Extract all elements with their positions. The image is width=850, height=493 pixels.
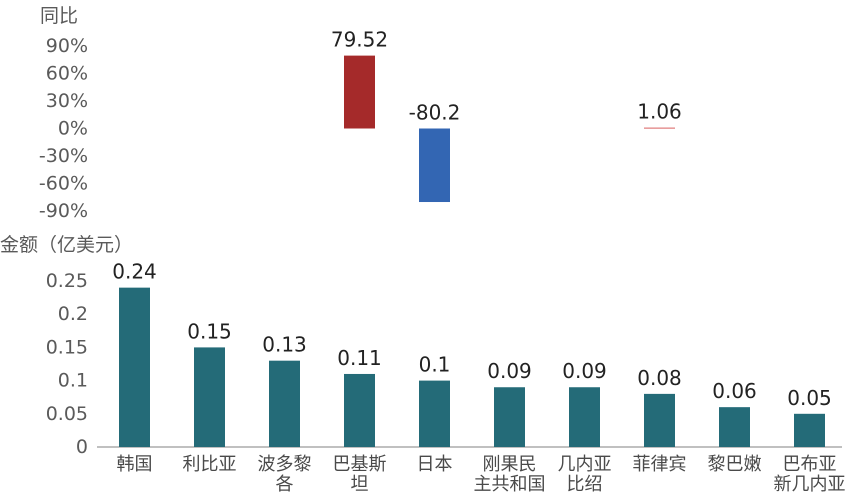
bottom-y-axis: 0.25 0.2 0.15 0.1 0.05 0 — [46, 270, 88, 458]
top-bar — [419, 128, 450, 203]
bottom-bar — [194, 347, 225, 447]
x-category-label: 几内亚比绍 — [558, 454, 612, 493]
top-y-axis: 90% 60% 30% 0% -30% -60% -90% — [39, 35, 88, 222]
bottom-y-tick: 0.2 — [58, 303, 88, 325]
bottom-data-label: 0.08 — [637, 366, 682, 390]
top-bar — [344, 55, 375, 129]
x-category-label: 刚果民主共和国 — [474, 454, 546, 493]
x-category-label: 波多黎各 — [258, 454, 312, 493]
top-y-tick: 0% — [58, 118, 88, 140]
bottom-data-label: 0.13 — [262, 333, 307, 357]
bottom-y-tick: 0.25 — [46, 270, 88, 292]
bottom-y-tick: 0.15 — [46, 336, 88, 358]
bottom-data-label: 0.06 — [712, 379, 757, 403]
bottom-bar — [569, 387, 600, 447]
x-category-label: 利比亚 — [183, 454, 237, 475]
bottom-data-label: 0.09 — [562, 359, 607, 383]
x-category-label: 菲律宾 — [633, 454, 687, 475]
bottom-data-label: 0.05 — [787, 386, 832, 410]
top-y-tick: -60% — [39, 173, 88, 195]
top-bar — [644, 127, 675, 129]
top-y-tick: 30% — [46, 90, 88, 112]
bottom-data-label: 0.11 — [337, 346, 382, 370]
bottom-data-label: 0.1 — [419, 353, 451, 377]
top-y-tick: 90% — [46, 35, 88, 57]
bottom-y-tick: 0.1 — [58, 370, 88, 392]
bottom-bar — [419, 380, 450, 447]
top-y-tick: -30% — [39, 145, 88, 167]
bottom-bar — [494, 387, 525, 447]
top-y-tick: 60% — [46, 63, 88, 85]
bottom-bar — [794, 413, 825, 447]
top-y-tick: -90% — [39, 200, 88, 222]
top-y-axis-title: 同比 — [40, 5, 78, 27]
x-category-label: 韩国 — [117, 454, 153, 475]
bottom-bar — [269, 360, 300, 447]
bottom-bar — [119, 287, 150, 447]
bottom-bar — [719, 407, 750, 447]
bottom-y-axis-title: 金额（亿美元） — [0, 234, 133, 256]
top-bars: 79.52 -80.2 1.06 — [331, 28, 682, 203]
bottom-y-tick: 0.05 — [46, 403, 88, 425]
top-data-label: 79.52 — [331, 28, 388, 52]
bottom-data-label: 0.15 — [187, 319, 232, 343]
bottom-data-label: 0.09 — [487, 359, 532, 383]
bottom-bar — [644, 393, 675, 447]
top-data-label: 1.06 — [637, 100, 682, 124]
x-category-label: 巴布亚新几内亚 — [774, 454, 846, 493]
bottom-bar — [344, 373, 375, 447]
x-category-label: 巴基斯坦 — [333, 454, 387, 493]
x-category-label: 黎巴嫩 — [708, 454, 762, 475]
bottom-y-tick: 0 — [76, 436, 88, 458]
top-data-label: -80.2 — [409, 101, 461, 125]
x-category-label: 日本 — [417, 454, 453, 475]
bottom-bars: 0.24 0.15 0.13 0.11 0.1 0.09 0.09 0.08 0.06 0.05 — [112, 260, 832, 447]
bottom-data-label: 0.24 — [112, 260, 157, 284]
